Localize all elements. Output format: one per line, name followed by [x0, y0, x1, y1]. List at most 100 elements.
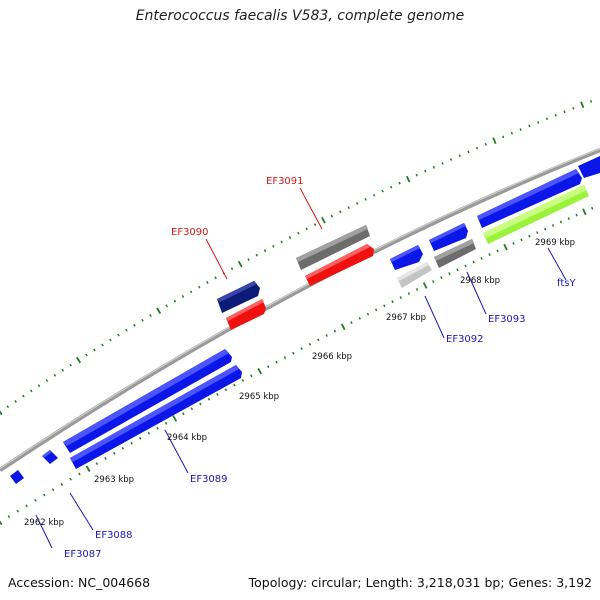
scale-tick [173, 299, 177, 303]
scale-tick [456, 268, 459, 272]
scale-tick [488, 253, 491, 257]
scale-tick [325, 334, 328, 337]
gene-ef3087[interactable] [42, 450, 58, 464]
scale-tick [199, 402, 202, 406]
gene-partial-left[interactable] [10, 470, 24, 484]
scale-tick [340, 323, 346, 331]
scale-tick [125, 328, 128, 332]
gene-ftsy[interactable] [483, 185, 589, 244]
scale-tick [182, 412, 185, 416]
scale-tick [422, 282, 428, 289]
scale-tick [156, 426, 159, 430]
gene-ef3092-partner[interactable] [390, 245, 423, 270]
gene-ef3091-partner[interactable] [305, 244, 374, 286]
scale-tick [275, 360, 278, 364]
scale-tick [321, 216, 326, 224]
scale-tick [424, 169, 427, 173]
gene-ef3093[interactable] [434, 239, 476, 268]
scale-tick [189, 290, 193, 294]
scale-tick [313, 223, 317, 226]
scale-tick [528, 124, 531, 128]
scale-tick [350, 321, 353, 325]
scale-tick [121, 446, 125, 450]
scale-tick [492, 137, 497, 144]
scale-tick [398, 181, 401, 185]
scale-tick [7, 515, 11, 518]
scale-tick [216, 393, 219, 396]
scale-tick [520, 238, 523, 242]
scale-tick [503, 243, 508, 251]
scale-tick [347, 206, 350, 210]
scale-tick [224, 388, 228, 392]
scale-tick [484, 142, 487, 146]
gene-ef3088[interactable] [63, 349, 232, 453]
scale-tick [330, 214, 334, 218]
outer-tick-row [0, 100, 593, 416]
scale-tick [34, 498, 37, 502]
scale-tick [207, 397, 211, 401]
scale-tick [448, 272, 451, 276]
scale-tick [415, 173, 418, 177]
scale-tick [0, 520, 3, 526]
scale-tick [263, 249, 267, 253]
scale-tick [78, 472, 81, 476]
scale-tick [381, 189, 384, 193]
scale-tick [300, 347, 303, 351]
scale-label: 2962 kbp [24, 518, 64, 528]
scale-tick [53, 373, 57, 377]
scale-tick [280, 240, 283, 244]
scale-tick [288, 236, 292, 239]
scale-tick [230, 267, 234, 271]
gene-ef3093-partner[interactable] [429, 223, 468, 251]
scale-tick [42, 493, 46, 497]
gene-outer-right[interactable] [477, 169, 582, 228]
scale-tick [45, 379, 49, 382]
scale-tick [317, 338, 320, 342]
scale-tick [112, 451, 116, 455]
scale-tick [250, 374, 253, 378]
scale-tick [6, 405, 10, 409]
scale-tick [374, 308, 378, 312]
scale-tick [582, 208, 587, 216]
scale-tick [554, 113, 557, 117]
scale-tick [283, 356, 287, 359]
gene-ef3090[interactable] [217, 281, 260, 313]
gene-label-ftsy: ftsY [557, 278, 576, 289]
scale-tick [272, 244, 275, 248]
scale-tick [130, 441, 133, 445]
scale-tick [358, 316, 361, 320]
scale-tick [241, 379, 245, 382]
scale-tick [164, 421, 168, 425]
gene-label-ef3090: EF3090 [171, 227, 209, 238]
scale-tick [591, 206, 594, 210]
scale-tick [545, 117, 549, 121]
gene-partial-right[interactable] [578, 156, 600, 178]
scale-tick [305, 227, 308, 231]
gene-ef3091[interactable] [296, 225, 370, 270]
scale-tick [29, 389, 33, 393]
scale-tick [355, 202, 359, 205]
gene-ef3090-partner[interactable] [226, 299, 266, 330]
scale-tick [206, 281, 209, 284]
scale-tick [563, 110, 566, 114]
inner-tick-row [0, 206, 594, 526]
scale-label: 2964 kbp [167, 433, 207, 443]
scale-tick [69, 477, 72, 481]
scale-tick [432, 280, 435, 283]
scale-label: 2967 kbp [386, 313, 426, 323]
scale-tick [109, 338, 112, 342]
scale-tick [496, 249, 499, 253]
scale-tick [85, 353, 88, 357]
scale-tick [76, 356, 82, 364]
scale-label: 2963 kbp [94, 475, 134, 485]
scale-label: 2969 kbp [535, 238, 575, 248]
genome-backbone [0, 147, 600, 472]
gene-ef3089[interactable] [70, 365, 242, 469]
scale-tick [551, 224, 555, 227]
scale-tick [559, 220, 563, 224]
scale-tick [61, 368, 65, 372]
scale-tick [133, 323, 136, 327]
gene-label-ef3087: EF3087 [64, 549, 102, 560]
gene-ef3092[interactable] [397, 262, 432, 288]
scale-tick [247, 258, 250, 262]
